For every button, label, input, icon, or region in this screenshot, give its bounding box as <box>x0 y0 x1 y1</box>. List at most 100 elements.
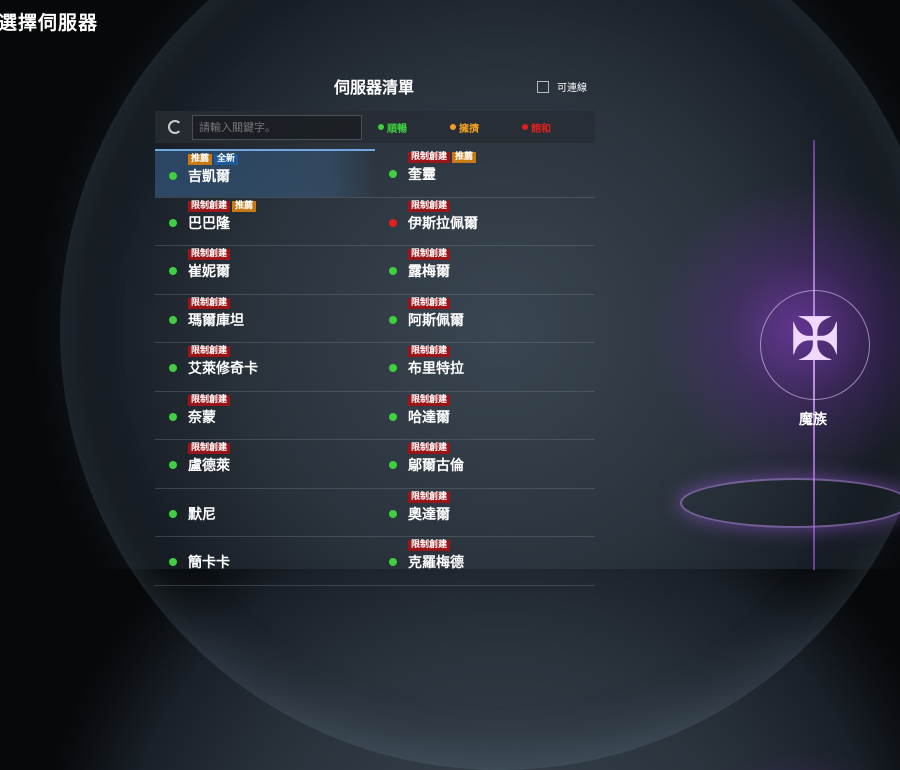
status-dot-icon <box>169 172 177 180</box>
server-name: 默尼 <box>188 506 216 523</box>
server-item[interactable]: 限制創建 哈達爾 <box>375 392 595 440</box>
status-dot-icon <box>169 509 177 518</box>
status-dot-icon <box>169 364 177 372</box>
status-dot-icon <box>169 315 177 324</box>
server-name: 伊斯拉佩爾 <box>408 215 478 232</box>
legend-label: 順暢 <box>387 123 407 135</box>
server-tag: 限制創建 <box>188 297 231 309</box>
server-item[interactable]: 限制創建 艾萊修奇卡 <box>155 343 375 391</box>
server-toolbar: 順暢 擁擠 飽和 <box>155 111 595 143</box>
server-item[interactable]: 限制創建 瑪爾庫坦 <box>155 295 375 343</box>
server-tag: 限制創建 <box>408 540 451 551</box>
server-item[interactable]: 默尼 <box>155 489 375 537</box>
server-list: 推薦 全新 吉凱爾 限制創建 推薦 奎靈 限制創建 推薦 巴巴隆 限制創建 伊斯拉佩爾 限制創建 崔妮爾… <box>155 149 595 586</box>
server-item[interactable]: 推薦 全新 吉凱爾 <box>155 149 375 197</box>
status-dot-icon <box>522 124 528 130</box>
server-name: 盧德萊 <box>188 458 230 474</box>
server-tags: 限制創建 <box>188 443 231 454</box>
server-name: 奧達爾 <box>408 506 450 523</box>
server-tags: 限制創建 <box>408 394 451 406</box>
server-tag: 限制創建 <box>408 346 451 357</box>
server-tag: 限制創建 <box>408 249 451 260</box>
server-tags: 限制創建 推薦 <box>408 152 477 163</box>
status-dot-icon <box>169 218 177 227</box>
refresh-icon[interactable] <box>168 120 182 134</box>
server-tag: 限制創建 <box>188 249 231 260</box>
status-dot-icon <box>169 267 177 275</box>
server-item[interactable]: 限制創建 布里特拉 <box>375 343 595 391</box>
server-tag: 限制創建 <box>408 491 451 503</box>
status-dot-icon <box>169 558 177 566</box>
server-item[interactable]: 限制創建 崔妮爾 <box>155 246 375 294</box>
server-item[interactable]: 限制創建 奧達爾 <box>375 489 595 537</box>
server-row: 限制創建 盧德萊 限制創建 鄔爾古倫 <box>155 440 595 489</box>
online-only-toggle[interactable]: 可連線 <box>537 79 587 94</box>
legend-full: 飽和 <box>522 120 551 135</box>
server-row: 限制創建 崔妮爾 限制創建 露梅爾 <box>155 246 595 295</box>
server-tags: 限制創建 <box>408 346 451 357</box>
server-tag: 限制創建 <box>188 443 231 454</box>
server-tags: 限制創建 <box>408 297 451 309</box>
legend-crowded: 擁擠 <box>450 120 479 135</box>
status-dot-icon <box>389 558 397 566</box>
server-tag: 推薦 <box>188 154 213 165</box>
server-item[interactable]: 限制創建 奈蒙 <box>155 392 375 440</box>
status-dot-icon <box>389 412 397 421</box>
server-name: 瑪爾庫坦 <box>188 312 244 329</box>
server-item[interactable]: 限制創建 露梅爾 <box>375 246 595 294</box>
server-name: 崔妮爾 <box>188 264 230 280</box>
server-tag: 推薦 <box>452 152 477 163</box>
server-item[interactable]: 限制創建 克羅梅德 <box>375 537 595 585</box>
server-row: 限制創建 艾萊修奇卡 限制創建 布里特拉 <box>155 343 595 392</box>
server-tag: 推薦 <box>232 200 257 212</box>
status-dot-icon <box>389 218 397 227</box>
status-dot-icon <box>389 364 397 372</box>
server-name: 吉凱爾 <box>188 169 230 185</box>
server-tags: 限制創建 <box>408 540 451 551</box>
server-tags: 限制創建 <box>408 443 451 454</box>
legend-label: 飽和 <box>531 123 551 135</box>
server-tag: 限制創建 <box>408 443 451 454</box>
server-item[interactable]: 限制創建 推薦 巴巴隆 <box>155 198 375 246</box>
asmodian-emblem-icon[interactable]: ✠ <box>789 305 841 375</box>
status-dot-icon <box>389 315 397 324</box>
server-item[interactable]: 限制創建 盧德萊 <box>155 440 375 488</box>
page-title: 選擇伺服器 <box>0 12 99 34</box>
server-row: 限制創建 奈蒙 限制創建 哈達爾 <box>155 392 595 440</box>
status-dot-icon <box>378 124 384 130</box>
server-item[interactable]: 限制創建 阿斯佩爾 <box>375 295 595 343</box>
server-item[interactable]: 限制創建 鄔爾古倫 <box>375 440 595 488</box>
server-name: 阿斯佩爾 <box>408 312 464 329</box>
server-name: 鄔爾古倫 <box>408 458 464 474</box>
server-row: 默尼 限制創建奧達爾 <box>155 489 595 537</box>
status-dot-icon <box>389 170 397 178</box>
race-emblem-circle[interactable] <box>760 290 870 400</box>
server-row: 簡卡卡 限制創建 克羅梅德 <box>155 537 595 586</box>
status-dot-icon <box>450 124 456 130</box>
server-tag: 限制創建 <box>408 394 451 406</box>
server-tags: 限制創建 <box>188 297 231 309</box>
server-tags: 限制創建 <box>188 346 231 357</box>
server-row: 限制創建 瑪爾庫坦 限制創建 阿斯佩爾 <box>155 295 595 343</box>
online-only-checkbox[interactable] <box>537 80 549 93</box>
server-tag: 限制創建 <box>188 346 231 357</box>
server-name: 奎靈 <box>408 167 436 183</box>
server-tag: 限制創建 <box>408 297 451 309</box>
server-tags: 限制創建 <box>408 200 451 212</box>
online-only-label: 可連線 <box>557 83 587 94</box>
server-item[interactable]: 簡卡卡 <box>155 537 375 585</box>
server-tag: 限制創建 <box>408 200 451 212</box>
server-name: 布里特拉 <box>408 361 464 377</box>
search-input[interactable] <box>192 114 362 140</box>
status-dot-icon <box>389 267 397 275</box>
server-item[interactable]: 限制創建 推薦奎靈 <box>375 149 595 197</box>
server-item[interactable]: 限制創建 伊斯拉佩爾 <box>375 198 595 246</box>
server-tags: 限制創建 <box>408 491 451 503</box>
status-dot-icon <box>169 412 177 421</box>
server-tags: 推薦 全新 <box>188 154 239 165</box>
server-tags: 限制創建 <box>408 249 451 260</box>
server-tags: 限制創建 <box>188 394 231 406</box>
race-name: 魔族 <box>799 412 827 428</box>
server-tag: 限制創建 <box>188 200 231 212</box>
status-dot-icon <box>389 461 397 469</box>
